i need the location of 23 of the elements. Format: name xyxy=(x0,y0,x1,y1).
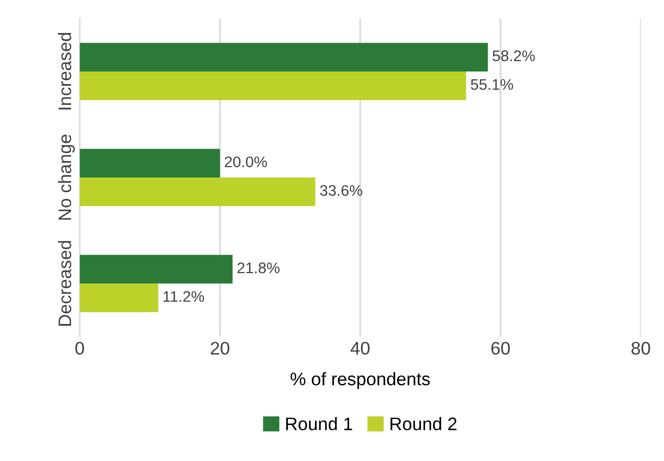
x-tick-label: 60 xyxy=(491,342,510,355)
data-label: 33.6% xyxy=(320,185,362,196)
data-label: 58.2% xyxy=(492,50,535,62)
data-label: 11.2% xyxy=(164,291,204,302)
bar xyxy=(80,42,488,72)
data-label: 55.1% xyxy=(470,79,514,90)
bar xyxy=(80,71,466,100)
data-label: 21.8% xyxy=(238,262,280,274)
x-tick-label: 40 xyxy=(350,342,370,355)
x-tick-label: 20 xyxy=(210,342,230,355)
y-tick-label: No change xyxy=(58,134,75,220)
y-tick-label: Decreased xyxy=(58,241,72,326)
legend-label: Round 1 xyxy=(286,417,352,430)
bar xyxy=(80,254,233,284)
bar xyxy=(80,148,220,178)
x-tick-label: 80 xyxy=(632,342,650,355)
data-label: 20.0% xyxy=(224,156,267,168)
x-tick-label: 0 xyxy=(75,342,84,355)
y-tick-label: Increased xyxy=(58,32,72,110)
x-axis-title: % of respondents xyxy=(290,372,430,389)
bar xyxy=(80,177,316,206)
bar xyxy=(80,284,158,312)
legend-label: Round 2 xyxy=(390,417,456,430)
